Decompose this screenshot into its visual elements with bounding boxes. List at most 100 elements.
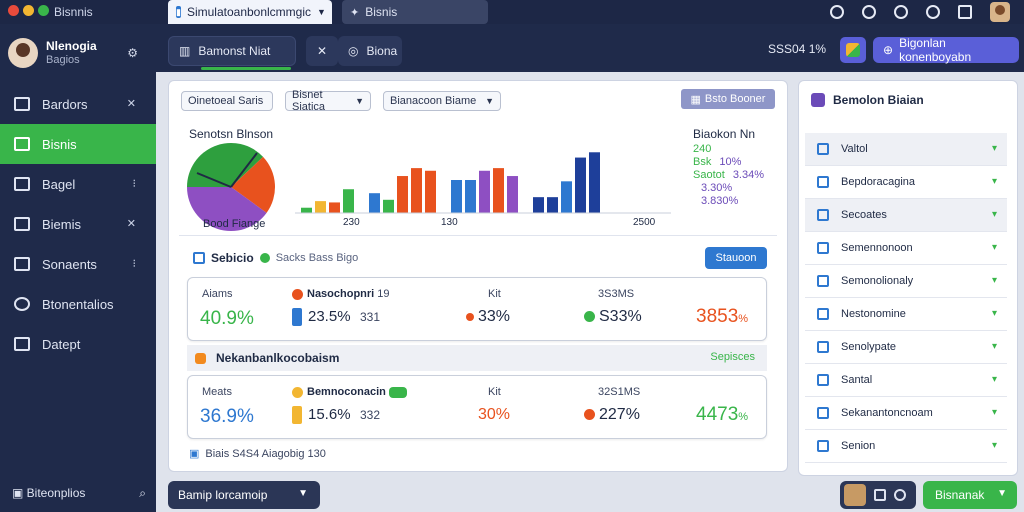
sidebar-item-datept[interactable]: Datept — [0, 324, 156, 364]
legend-label: Bsk — [693, 156, 712, 168]
maximize-window-button[interactable] — [38, 5, 49, 16]
right-panel: Bemolon Biaian Valtol ▾ Bepdoracagina ▾ Seco… — [798, 80, 1018, 476]
sidebar-item-sonaents[interactable]: Sonaents ⁝ — [0, 244, 156, 284]
group-link[interactable]: Sepisces — [710, 351, 755, 363]
right-panel-item[interactable]: Semonolionaly ▾ — [805, 265, 1007, 298]
bar — [533, 197, 544, 213]
square-icon: ▣ — [189, 448, 200, 460]
chevron-down-icon: ▾ — [991, 143, 997, 154]
right-panel-item[interactable]: Senolypate ▾ — [805, 331, 1007, 364]
footnote-text: Biais S4S4 Aiagobig 130 — [205, 447, 326, 460]
tab-simulation[interactable]: ▮ Simulatoanbonlcmmgic ▼ — [168, 0, 332, 24]
x-tick-label: 2500 — [633, 217, 656, 228]
group-header[interactable]: Nekanbanlkocobaism Sepisces — [187, 345, 767, 371]
primary-action-button[interactable]: ⊕ Bigonlan konenboyabn — [873, 36, 1019, 64]
sidebar-item-btonentalios[interactable]: Btonentalios — [0, 284, 156, 324]
metric-col3-label: Kit — [488, 288, 501, 300]
eye-icon[interactable] — [894, 489, 906, 501]
legend-entry: 3.30% — [693, 182, 783, 195]
right-panel-title: Bemolon Biaian — [833, 93, 924, 107]
chevron-down-icon: ▼ — [298, 488, 308, 499]
metric-card[interactable]: Meats 36.9% Bemnoconacin 15.6% 332 Kit 3… — [187, 375, 767, 439]
user-avatar[interactable] — [844, 484, 866, 506]
metric-col4-value: S33% — [584, 308, 642, 326]
close-window-button[interactable] — [8, 5, 19, 16]
info-icon[interactable] — [926, 5, 940, 19]
right-panel-item[interactable]: Senion ▾ — [805, 430, 1007, 463]
right-panel-item[interactable]: Valtol ▾ — [805, 133, 1007, 166]
flow-button[interactable]: ◎ Biona — [338, 36, 402, 66]
filter-dropdown-1[interactable]: Oinetoeal Saris — [181, 91, 273, 111]
metric-col5-text: 3853 — [696, 306, 739, 327]
chevron-down-icon: ▾ — [991, 209, 997, 220]
pie-slice — [231, 156, 275, 213]
bar — [329, 202, 340, 213]
window-controls — [8, 5, 49, 16]
right-panel-item[interactable]: Secoates ▾ — [805, 199, 1007, 232]
right-panel-item[interactable]: Nestonomine ▾ — [805, 298, 1007, 331]
minimize-window-button[interactable] — [23, 5, 34, 16]
sidebar-item-bagel[interactable]: Bagel ⁝ — [0, 164, 156, 204]
profile[interactable]: Nlenogia Bagios ⚙ — [8, 36, 148, 76]
section-button[interactable]: Stauoon — [705, 247, 767, 269]
right-panel-item[interactable]: Santal ▾ — [805, 364, 1007, 397]
title-bar-icons — [830, 2, 1010, 22]
right-panel-item-label: Semennonoon — [841, 242, 913, 254]
legend-entry: Bsk 10% — [693, 156, 783, 169]
metric-label: Meats — [202, 386, 232, 398]
right-panel-item[interactable]: Sekanantoncnoam ▾ — [805, 397, 1007, 430]
right-panel-item[interactable]: Bepdoracagina ▾ — [805, 166, 1007, 199]
tab-label: Simulatoanbonlcmmgic — [186, 5, 312, 19]
filter-dropdown-3[interactable]: Bianacoon Biame ▼ — [383, 91, 501, 111]
tab-bisnis[interactable]: ✦ Bisnis — [342, 0, 488, 24]
user-avatar[interactable] — [990, 2, 1010, 22]
metric-card[interactable]: Aiams 40.9% Nasochopnri 19 23.5% 331 Kit… — [187, 277, 767, 341]
pie-label: Bood Fiange — [203, 218, 265, 230]
bottom-select[interactable]: Bamip lorcamoip ▼ — [168, 481, 320, 509]
title-bar: Bisnnis ▮ Simulatoanbonlcmmgic ▼ ✦ Bisni… — [0, 0, 1024, 24]
square-icon — [193, 252, 205, 264]
bar — [547, 197, 558, 213]
main-view-button[interactable]: ▥ Bamonst Niat — [168, 36, 296, 70]
metric-sub-code: 19 — [377, 288, 390, 300]
bar — [315, 201, 326, 213]
help-icon[interactable] — [894, 5, 908, 19]
toolbar-status: SSS04 1% — [768, 42, 827, 56]
sidebar-item-biemis[interactable]: Biemis ✕ — [0, 204, 156, 244]
group-title: Nekanbanlkocobaism — [216, 351, 340, 365]
collapse-button[interactable]: ✕ — [306, 36, 338, 66]
card-action-button[interactable]: ▦ Bsto Booner — [681, 89, 775, 109]
primary-action-label: Bigonlan konenboyabn — [899, 36, 972, 64]
section-header: Sebicio Sacks Bass Bigo — [193, 251, 358, 265]
bar — [575, 157, 586, 213]
search-icon[interactable]: ⌕ — [139, 486, 146, 500]
sidebar-item-bardors[interactable]: Bardors ✕ — [0, 84, 156, 124]
filter-label: Oinetoeal Saris — [188, 95, 264, 107]
filter-dropdown-2[interactable]: Bisnet Siatica ▼ — [285, 89, 371, 113]
clock-icon[interactable] — [830, 5, 844, 19]
legend-value: 3.30% — [701, 182, 733, 194]
square-icon — [817, 143, 829, 155]
bar — [411, 168, 422, 213]
chevron-down-icon: ▼ — [997, 488, 1007, 499]
sidebar-bottom: ▣ Biteonplios ⌕ — [12, 486, 146, 501]
window-icon[interactable] — [958, 5, 972, 19]
app-launcher-icon[interactable] — [840, 37, 866, 63]
chart-title: Senotsn Blnson — [189, 127, 274, 141]
chevron-down-icon: ▾ — [991, 176, 997, 187]
chevron-down-icon: ▾ — [991, 242, 997, 253]
grid-icon[interactable] — [874, 489, 886, 501]
sidebar-bottom-link[interactable]: ▣ Biteonplios — [12, 486, 85, 501]
options-icon[interactable]: ⚙ — [127, 46, 138, 60]
metric-col4-text: S33% — [599, 308, 642, 325]
bar — [343, 189, 354, 213]
right-panel-item[interactable]: Semennonoon ▾ — [805, 232, 1007, 265]
rocket-icon[interactable] — [862, 5, 876, 19]
bottom-primary-button[interactable]: Bisnanak ▼ — [923, 481, 1017, 509]
sidebar-item-label: Bardors — [42, 96, 88, 112]
target-icon — [817, 374, 829, 386]
sidebar-item-bisnis[interactable]: Bisnis — [0, 124, 156, 164]
profile-subtitle: Bagios — [46, 54, 80, 66]
chart-icon — [817, 275, 829, 287]
chevron-down-icon: ▾ — [991, 407, 997, 418]
